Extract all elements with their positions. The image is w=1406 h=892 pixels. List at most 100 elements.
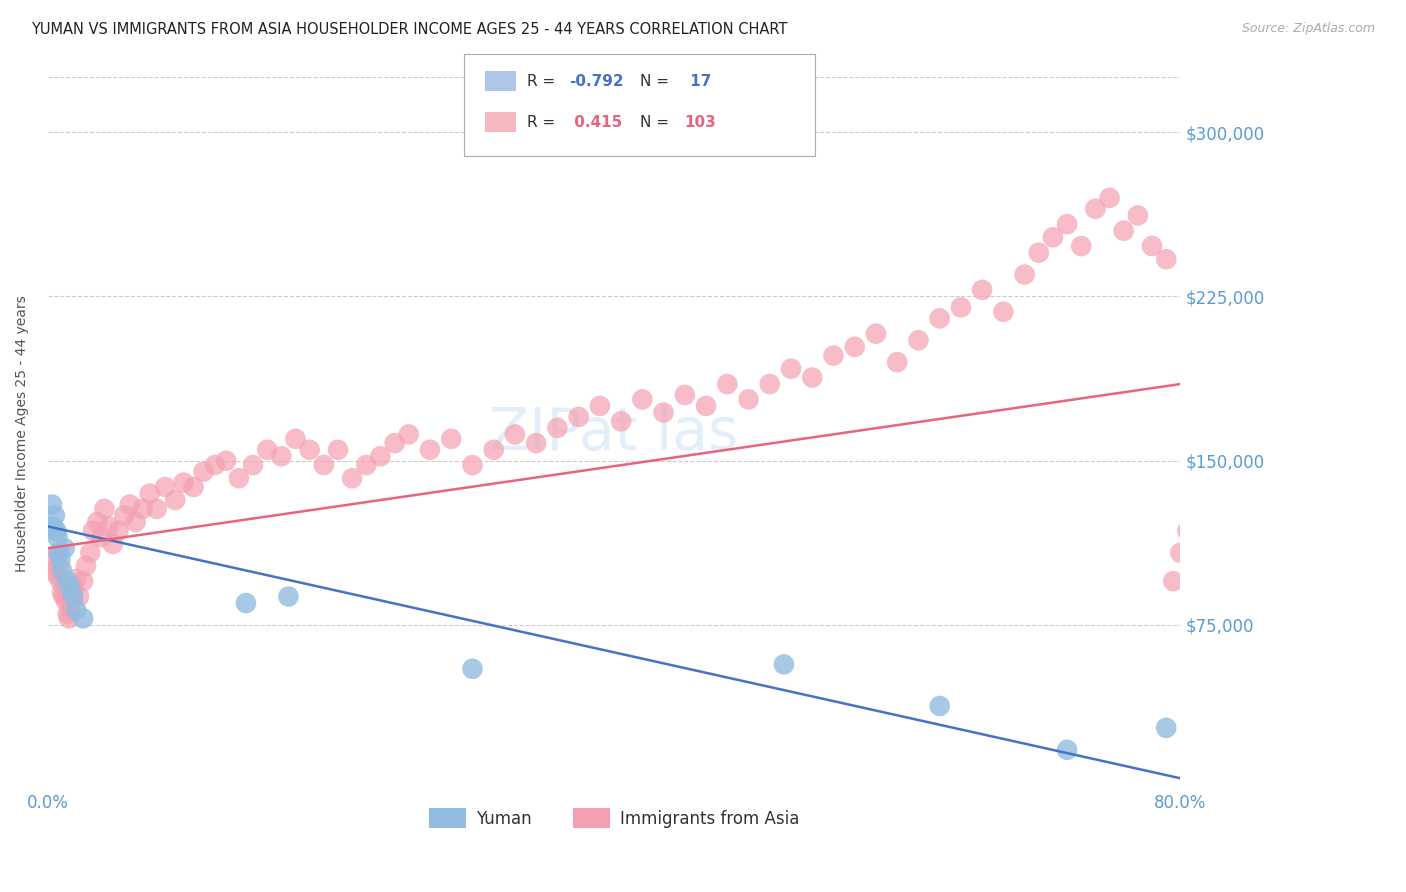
Point bbox=[93, 502, 115, 516]
Point bbox=[972, 283, 994, 297]
Point bbox=[1056, 217, 1078, 231]
Text: 0.415: 0.415 bbox=[569, 115, 623, 129]
Point bbox=[41, 498, 63, 512]
Point bbox=[928, 311, 950, 326]
Point bbox=[907, 333, 929, 347]
Point bbox=[503, 427, 526, 442]
Point bbox=[256, 442, 278, 457]
Point bbox=[90, 530, 112, 544]
Point bbox=[79, 546, 101, 560]
Point bbox=[1154, 252, 1177, 267]
Point bbox=[55, 594, 77, 608]
Point bbox=[107, 524, 129, 538]
Point bbox=[312, 458, 335, 472]
Point bbox=[48, 558, 70, 573]
Point bbox=[51, 563, 73, 577]
Point bbox=[67, 590, 90, 604]
Text: N =: N = bbox=[640, 74, 673, 88]
Point bbox=[48, 546, 70, 560]
Point bbox=[228, 471, 250, 485]
Point bbox=[1028, 245, 1050, 260]
Text: ZIPat las: ZIPat las bbox=[489, 405, 738, 462]
Point bbox=[1205, 493, 1227, 508]
Point bbox=[801, 370, 824, 384]
Text: YUMAN VS IMMIGRANTS FROM ASIA HOUSEHOLDER INCOME AGES 25 - 44 YEARS CORRELATION : YUMAN VS IMMIGRANTS FROM ASIA HOUSEHOLDE… bbox=[31, 22, 787, 37]
Point bbox=[1226, 465, 1249, 479]
Point bbox=[568, 409, 591, 424]
Point bbox=[65, 572, 87, 586]
Point bbox=[844, 340, 866, 354]
Point bbox=[72, 574, 94, 589]
Point bbox=[62, 590, 84, 604]
Point bbox=[1198, 502, 1220, 516]
Point bbox=[1070, 239, 1092, 253]
Point bbox=[1098, 191, 1121, 205]
Point bbox=[1014, 268, 1036, 282]
Point bbox=[65, 602, 87, 616]
Y-axis label: Householder Income Ages 25 - 44 years: Householder Income Ages 25 - 44 years bbox=[15, 295, 30, 572]
Point bbox=[173, 475, 195, 490]
Point bbox=[97, 519, 120, 533]
Point bbox=[53, 581, 76, 595]
Point bbox=[1233, 453, 1256, 467]
Point bbox=[60, 590, 83, 604]
Point bbox=[780, 361, 803, 376]
Text: R =: R = bbox=[527, 74, 561, 88]
Point bbox=[773, 657, 796, 672]
Point bbox=[1042, 230, 1064, 244]
Point bbox=[865, 326, 887, 341]
Point bbox=[737, 392, 759, 407]
Point bbox=[284, 432, 307, 446]
Point bbox=[695, 399, 717, 413]
Point bbox=[112, 508, 135, 523]
Point bbox=[546, 421, 568, 435]
Point bbox=[204, 458, 226, 472]
Point bbox=[1056, 743, 1078, 757]
Point bbox=[235, 596, 257, 610]
Point bbox=[49, 574, 72, 589]
Point bbox=[51, 585, 73, 599]
Point bbox=[52, 590, 75, 604]
Point bbox=[524, 436, 547, 450]
Point bbox=[758, 377, 780, 392]
Point bbox=[1240, 436, 1263, 450]
Point bbox=[59, 602, 82, 616]
Text: R =: R = bbox=[527, 115, 561, 129]
Point bbox=[165, 493, 187, 508]
Point bbox=[1212, 480, 1234, 494]
Point bbox=[242, 458, 264, 472]
Point bbox=[82, 524, 104, 538]
Point bbox=[155, 480, 177, 494]
Point bbox=[59, 581, 82, 595]
Point bbox=[75, 558, 97, 573]
Point bbox=[1177, 524, 1199, 538]
Point bbox=[419, 442, 441, 457]
Point bbox=[610, 414, 633, 428]
Point bbox=[138, 486, 160, 500]
Point bbox=[215, 453, 238, 467]
Point bbox=[45, 524, 67, 538]
Point bbox=[652, 405, 675, 419]
Point bbox=[461, 458, 484, 472]
Point bbox=[49, 552, 72, 566]
Point bbox=[42, 519, 65, 533]
Point bbox=[45, 567, 67, 582]
Point bbox=[1084, 202, 1107, 216]
Point bbox=[46, 546, 69, 560]
Point bbox=[384, 436, 406, 450]
Point bbox=[270, 450, 292, 464]
Point bbox=[1184, 508, 1206, 523]
Point bbox=[1191, 524, 1213, 538]
Text: 103: 103 bbox=[685, 115, 717, 129]
Point bbox=[72, 611, 94, 625]
Point bbox=[53, 541, 76, 556]
Point bbox=[58, 611, 80, 625]
Point bbox=[124, 515, 146, 529]
Point bbox=[398, 427, 420, 442]
Point bbox=[589, 399, 612, 413]
Text: N =: N = bbox=[640, 115, 673, 129]
Point bbox=[1154, 721, 1177, 735]
Point bbox=[631, 392, 654, 407]
Legend: Yuman, Immigrants from Asia: Yuman, Immigrants from Asia bbox=[422, 802, 806, 834]
Point bbox=[56, 607, 79, 621]
